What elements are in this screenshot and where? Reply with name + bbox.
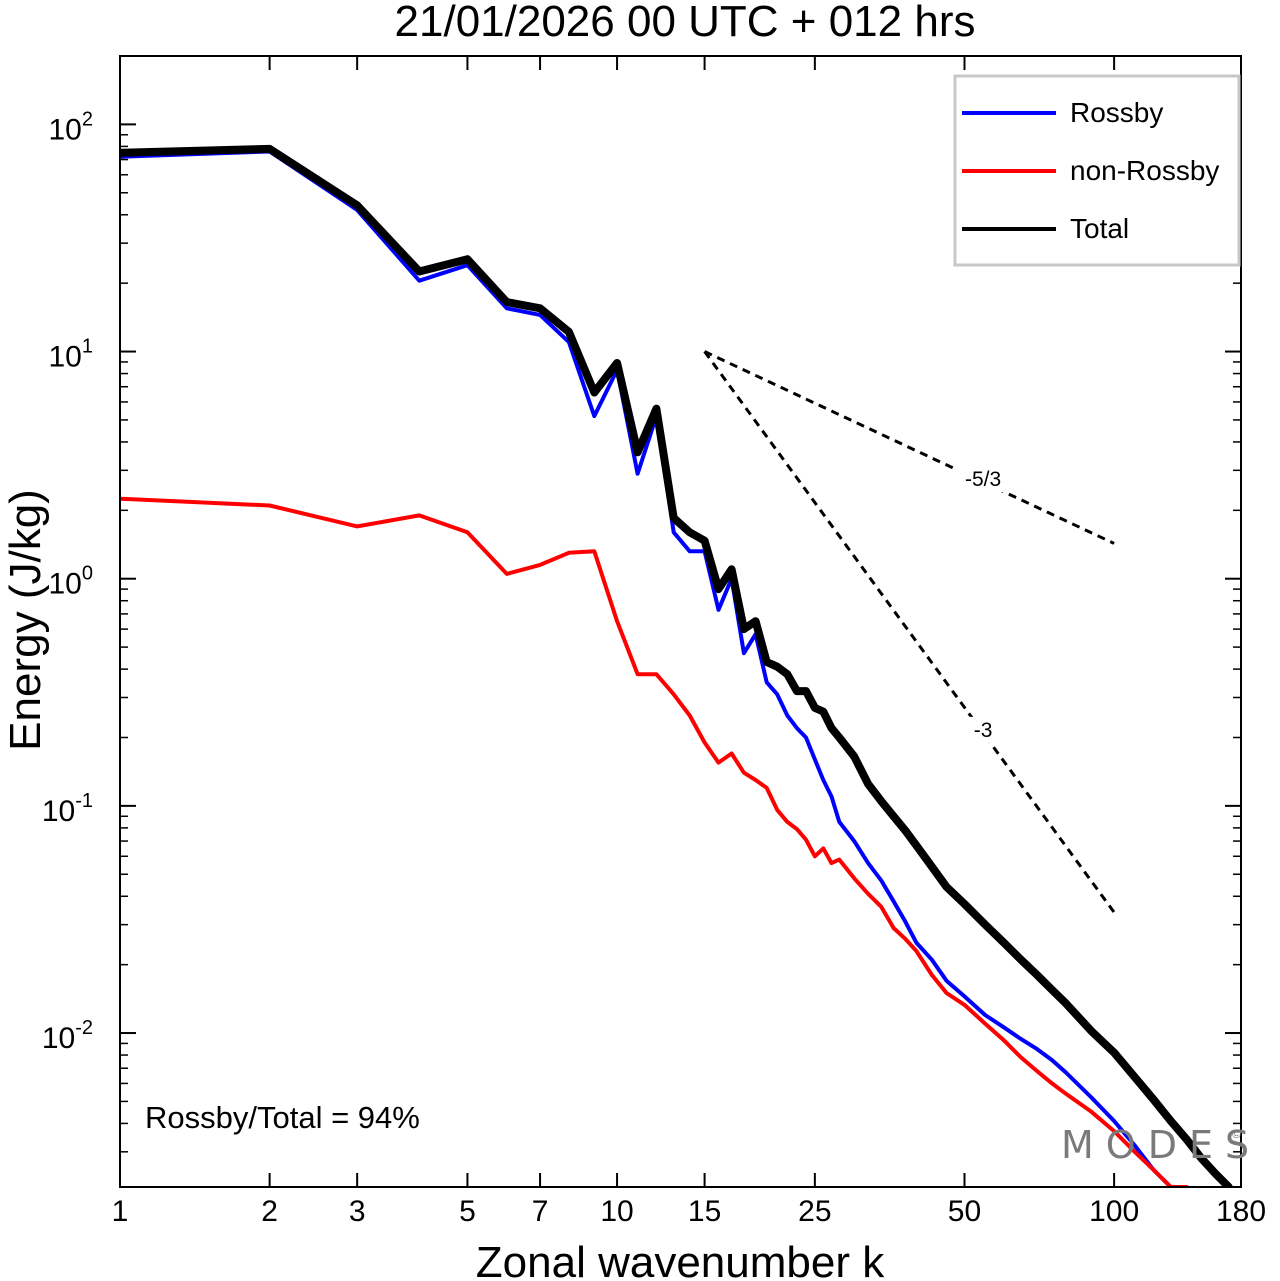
- x-tick-label: 7: [532, 1195, 549, 1228]
- x-tick-label: 50: [948, 1195, 981, 1228]
- y-tick-label: 102: [49, 108, 94, 146]
- slope-layer: -5/3 -3: [703, 350, 1116, 914]
- plot-frame: [119, 55, 1242, 1188]
- x-tick-label: 3: [349, 1195, 366, 1228]
- series-line-non-rossby: [120, 496, 1189, 1187]
- x-tick-label: 5: [459, 1195, 476, 1228]
- rossby-ratio-annotation: Rossby/Total = 94%: [145, 1100, 420, 1135]
- legend-label-rossby: Rossby: [1070, 97, 1163, 128]
- watermark-text: MODES: [1061, 1123, 1261, 1167]
- series-line-total: [120, 144, 1233, 1187]
- series-layer: [120, 144, 1233, 1187]
- y-axis-label: Energy (J/kg): [1, 489, 50, 751]
- modes-watermark: MODES ©: [1061, 1123, 1261, 1167]
- y-tick-label: 10-1: [42, 790, 93, 828]
- slope-label: -3: [974, 719, 993, 742]
- y-tick-label: 100: [49, 563, 94, 601]
- y-tick-label: 10-2: [42, 1017, 93, 1055]
- reference-slope-line: [703, 350, 1116, 914]
- legend-label-total: Total: [1070, 213, 1129, 244]
- x-tick-label: 100: [1089, 1195, 1139, 1228]
- legend: Rossby non-Rossby Total: [953, 74, 1241, 267]
- x-tick-label: 180: [1216, 1195, 1266, 1228]
- watermark-copyright-icon: ©: [1232, 1127, 1241, 1141]
- slope-label-bg: [957, 716, 1010, 743]
- x-tick-label: 25: [798, 1195, 831, 1228]
- y-tick-label: 101: [49, 336, 94, 374]
- tick-layer: 1 2 3 5 7 10 15 25 50 100 180 102 101 100 10-1 10-2: [42, 55, 1266, 1228]
- x-tick-label: 1: [112, 1195, 129, 1228]
- series-line-rossby: [120, 149, 1173, 1187]
- x-tick-label: 2: [261, 1195, 278, 1228]
- chart-title: 21/01/2026 00 UTC + 012 hrs: [395, 0, 976, 46]
- x-axis-label: Zonal wavenumber k: [476, 1238, 885, 1281]
- slope-label-bg: [957, 466, 1010, 493]
- x-tick-label: 15: [688, 1195, 721, 1228]
- reference-slope-line: [703, 350, 1115, 545]
- slope-label: -5/3: [965, 468, 1001, 491]
- x-tick-label: 10: [600, 1195, 633, 1228]
- legend-label-non-rossby: non-Rossby: [1070, 155, 1219, 186]
